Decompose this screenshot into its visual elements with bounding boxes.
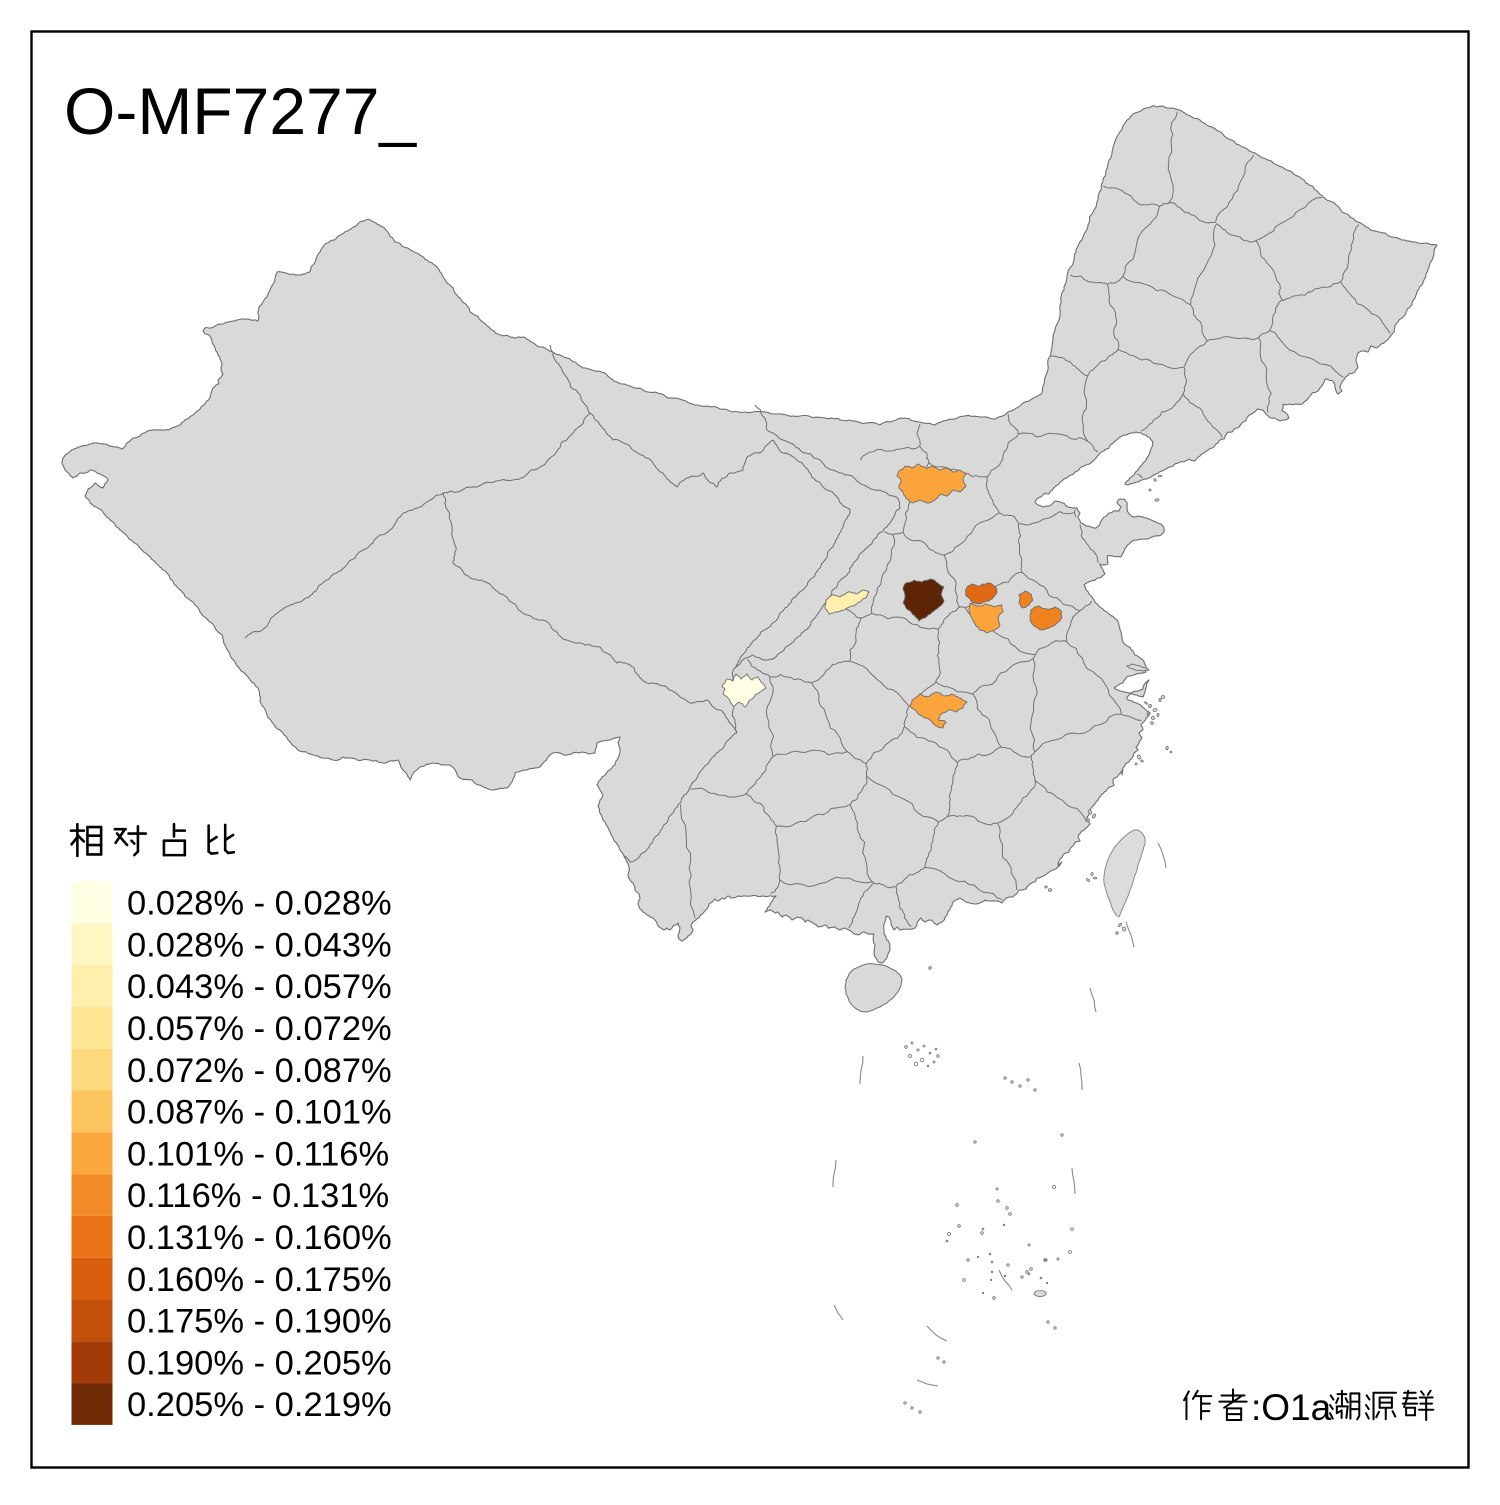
svg-text:0.175% - 0.190%: 0.175% - 0.190% — [127, 1303, 392, 1341]
svg-text:0.087% - 0.101%: 0.087% - 0.101% — [127, 1094, 392, 1132]
svg-text:0.116% - 0.131%: 0.116% - 0.131% — [127, 1177, 389, 1215]
svg-text:0.205% - 0.219%: 0.205% - 0.219% — [127, 1386, 392, 1424]
svg-text:0.057% - 0.072%: 0.057% - 0.072% — [127, 1010, 392, 1048]
svg-text:0.160% - 0.175%: 0.160% - 0.175% — [127, 1261, 392, 1299]
svg-text:O-MF7277_: O-MF7277_ — [64, 74, 417, 148]
svg-text::O1a: :O1a — [1251, 1387, 1332, 1428]
svg-text:0.043% - 0.057%: 0.043% - 0.057% — [127, 968, 392, 1006]
svg-text:0.028% - 0.043%: 0.028% - 0.043% — [127, 926, 392, 964]
svg-text:0.072% - 0.087%: 0.072% - 0.087% — [127, 1052, 392, 1090]
svg-text:0.028% - 0.028%: 0.028% - 0.028% — [127, 885, 392, 923]
svg-text:0.190% - 0.205%: 0.190% - 0.205% — [127, 1344, 392, 1382]
svg-text:0.101% - 0.116%: 0.101% - 0.116% — [127, 1135, 389, 1173]
svg-text:0.131% - 0.160%: 0.131% - 0.160% — [127, 1219, 392, 1257]
